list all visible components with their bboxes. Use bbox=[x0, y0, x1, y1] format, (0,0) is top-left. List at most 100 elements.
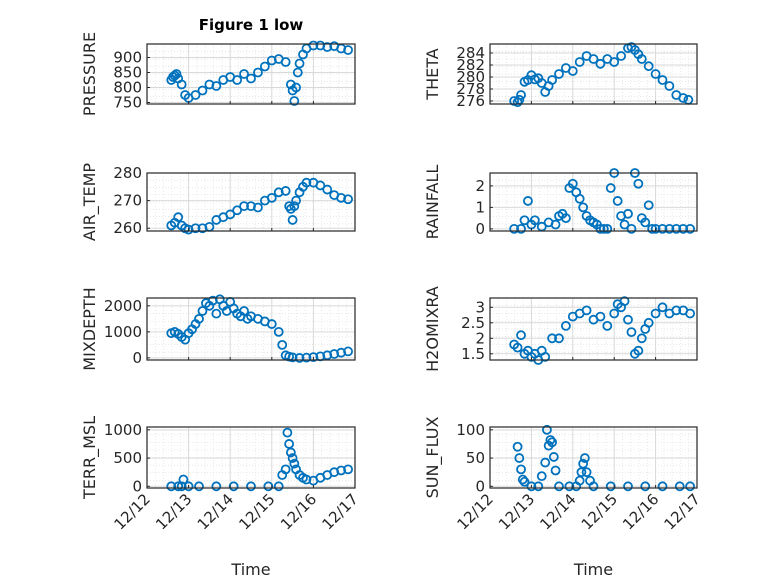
data-point bbox=[609, 308, 620, 319]
data-point bbox=[588, 54, 599, 64]
data-point bbox=[291, 195, 301, 206]
data-point bbox=[509, 223, 520, 234]
data-point bbox=[561, 320, 571, 331]
data-point bbox=[647, 223, 658, 234]
data-point bbox=[519, 476, 530, 487]
y-tick-label: 3 bbox=[475, 298, 485, 316]
data-point bbox=[280, 464, 291, 475]
data-point bbox=[190, 223, 201, 234]
data-point bbox=[581, 305, 592, 316]
data-point bbox=[548, 452, 559, 462]
y-tick-label: 750 bbox=[113, 94, 142, 112]
data-point bbox=[636, 333, 647, 344]
data-point bbox=[301, 177, 312, 188]
y-axis-label: THETA bbox=[423, 48, 442, 100]
data-point bbox=[194, 481, 204, 492]
data-point bbox=[280, 186, 291, 196]
data-point bbox=[643, 317, 654, 328]
data-point bbox=[253, 67, 263, 78]
axes-box bbox=[146, 43, 356, 105]
data-point bbox=[301, 474, 312, 485]
data-point bbox=[514, 453, 525, 463]
data-point bbox=[301, 352, 312, 363]
data-point bbox=[633, 178, 644, 189]
data-point bbox=[289, 458, 300, 469]
y-axis-label: SUN_FLUX bbox=[423, 417, 443, 499]
data-point bbox=[512, 342, 523, 353]
data-point bbox=[232, 205, 243, 216]
data-point bbox=[616, 51, 626, 61]
axes-box bbox=[489, 43, 698, 105]
data-point bbox=[173, 481, 184, 492]
data-point bbox=[554, 333, 564, 344]
data-point bbox=[623, 481, 633, 492]
data-point bbox=[322, 42, 333, 52]
y-tick-label: 100 bbox=[456, 421, 485, 439]
data-point bbox=[190, 90, 201, 100]
data-point bbox=[287, 453, 298, 463]
data-point bbox=[550, 219, 561, 230]
axes-box bbox=[489, 297, 698, 361]
data-point bbox=[273, 481, 284, 492]
data-point bbox=[512, 441, 523, 452]
data-point bbox=[526, 481, 537, 492]
data-point bbox=[253, 202, 263, 213]
data-point bbox=[289, 96, 300, 106]
y-tick-label: 2 bbox=[475, 329, 485, 347]
data-point bbox=[289, 201, 300, 212]
data-point bbox=[246, 481, 256, 492]
data-point bbox=[176, 79, 187, 90]
data-point bbox=[259, 61, 270, 72]
data-point bbox=[643, 61, 654, 72]
data-point bbox=[285, 447, 296, 458]
y-tick-label: 0 bbox=[132, 349, 142, 367]
data-point bbox=[685, 223, 695, 234]
data-point bbox=[228, 481, 239, 492]
x-tick-label: 12/12 bbox=[454, 490, 497, 533]
data-point bbox=[657, 75, 668, 85]
data-point bbox=[619, 296, 630, 307]
data-point bbox=[287, 352, 298, 363]
data-point bbox=[595, 311, 606, 322]
data-point bbox=[533, 481, 544, 492]
data-point bbox=[343, 464, 353, 475]
y-tick-label: 278 bbox=[456, 80, 485, 98]
data-point bbox=[266, 192, 277, 203]
data-point bbox=[239, 306, 249, 316]
y-tick-label: 900 bbox=[113, 49, 142, 67]
y-tick-label: 1000 bbox=[104, 421, 142, 439]
data-point bbox=[171, 69, 182, 79]
data-point bbox=[545, 435, 556, 445]
data-point bbox=[523, 196, 533, 206]
data-point bbox=[547, 75, 557, 85]
data-point bbox=[239, 201, 249, 212]
data-point bbox=[211, 308, 222, 319]
data-point bbox=[574, 193, 585, 204]
data-point bbox=[516, 330, 526, 341]
y-tick-label: 2.5 bbox=[461, 314, 485, 332]
data-point bbox=[336, 465, 347, 476]
y-tick-label: 2 bbox=[475, 177, 485, 195]
data-point bbox=[291, 82, 301, 93]
data-point bbox=[246, 73, 256, 84]
data-point bbox=[657, 302, 668, 313]
data-point bbox=[554, 69, 564, 79]
data-point bbox=[211, 81, 222, 91]
y-tick-label: 800 bbox=[113, 79, 142, 97]
y-tick-label: 500 bbox=[113, 449, 142, 467]
data-point bbox=[671, 305, 682, 316]
data-point bbox=[308, 352, 319, 363]
x-tick-label: 12/14 bbox=[536, 490, 579, 533]
x-tick-label: 12/17 bbox=[319, 490, 362, 533]
data-point bbox=[322, 184, 333, 195]
data-point bbox=[542, 424, 552, 435]
data-point bbox=[287, 215, 298, 225]
chart-title: Figure 1 low bbox=[199, 16, 304, 34]
y-tick-label: 1000 bbox=[104, 323, 142, 341]
data-point bbox=[183, 481, 194, 492]
data-point bbox=[547, 333, 557, 344]
data-point bbox=[605, 183, 616, 193]
y-axis-label: RAINFALL bbox=[423, 165, 442, 240]
data-point bbox=[664, 223, 675, 234]
